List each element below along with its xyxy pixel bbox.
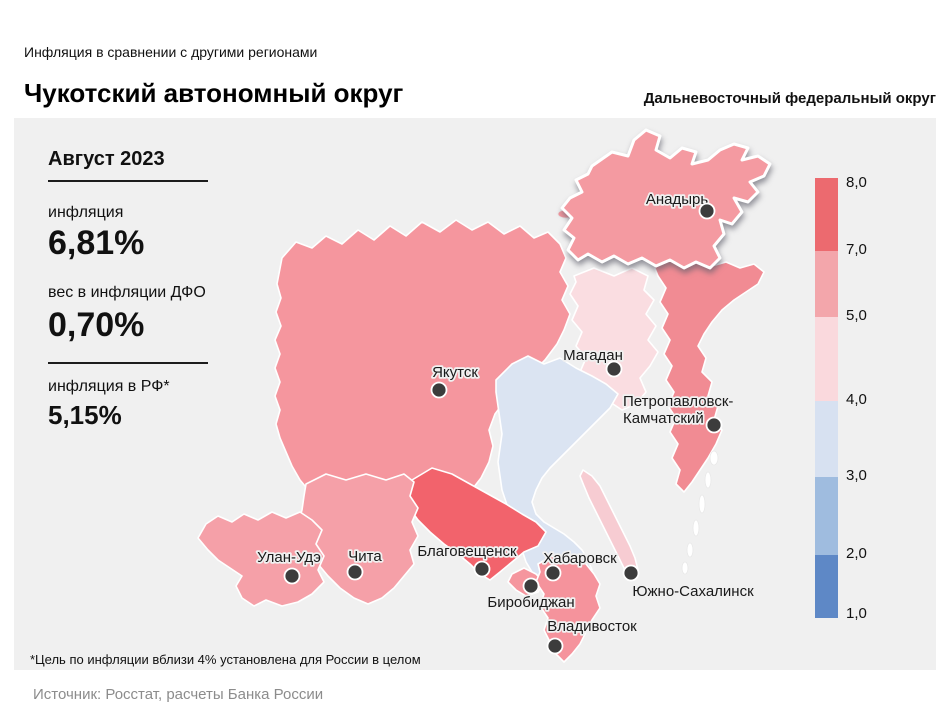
inflation-label: инфляция xyxy=(48,204,124,221)
legend-tick-2,0: 2,0 xyxy=(846,545,867,562)
city-dot-khabarovsk xyxy=(544,564,562,582)
city-label-yakutsk: Якутск xyxy=(432,364,478,381)
legend-segment-4 xyxy=(815,477,838,555)
weight-label: вес в инфляции ДФО xyxy=(48,284,206,301)
legend-tick-7,0: 7,0 xyxy=(846,241,867,258)
city-label-petropavlovsk-line1: Петропавловск- xyxy=(623,393,733,410)
legend-segment-5 xyxy=(815,555,838,618)
district-title: Дальневосточный федеральный округ xyxy=(643,90,936,107)
page-subtitle: Инфляция в сравнении с другими регионами xyxy=(24,44,318,60)
city-label-yuzhno-sakhalinsk: Южно-Сахалинск xyxy=(632,583,754,600)
city-dot-yakutsk xyxy=(430,381,448,399)
legend-tick-5,0: 5,0 xyxy=(846,307,867,324)
city-dot-vladivostok xyxy=(546,637,564,655)
map-panel: Анадырь Якутск Магадан Петропавловск- Ка… xyxy=(14,118,936,670)
city-markers: Анадырь Якутск Магадан Петропавловск- Ка… xyxy=(255,189,756,655)
legend-segment-2 xyxy=(815,317,838,401)
footnote: *Цель по инфляции вблизи 4% установлена … xyxy=(30,652,421,667)
legend-segment-3 xyxy=(815,401,838,477)
legend-segment-0 xyxy=(815,178,838,251)
city-dot-blagoveshchensk xyxy=(473,560,491,578)
region-chukotka-highlighted xyxy=(560,128,772,270)
region-kamchatka xyxy=(653,257,765,493)
legend-tick-4,0: 4,0 xyxy=(846,391,867,408)
legend-tick-1,0: 1,0 xyxy=(846,605,867,622)
legend-segment-1 xyxy=(815,251,838,317)
city-label-khabarovsk: Хабаровск xyxy=(543,550,617,567)
weight-value: 0,70% xyxy=(48,306,145,344)
city-label-birobidzhan: Биробиджан xyxy=(487,594,574,611)
city-label-petropavlovsk-line2: Камчатский xyxy=(623,410,704,427)
city-label-anadyr: Анадырь xyxy=(646,191,709,208)
city-dot-yuzhno-sakhalinsk xyxy=(622,564,640,582)
city-label-blagoveshchensk: Благовещенск xyxy=(417,543,517,560)
city-label-chita: Чита xyxy=(348,548,382,565)
city-dot-birobidzhan xyxy=(522,577,540,595)
city-label-ulan-ude: Улан-Удэ xyxy=(257,549,321,566)
choropleth-map: Анадырь Якутск Магадан Петропавловск- Ка… xyxy=(197,128,772,663)
city-label-magadan: Магадан xyxy=(563,347,623,364)
city-dot-magadan xyxy=(605,360,623,378)
legend-tick-3,0: 3,0 xyxy=(846,467,867,484)
region-magadan xyxy=(569,267,659,411)
rf-inflation-label: инфляция в РФ* xyxy=(48,378,170,395)
stats-period: Август 2023 xyxy=(48,148,165,170)
city-dot-petropavlovsk xyxy=(705,416,723,434)
page-title: Чукотский автономный округ xyxy=(24,78,404,108)
city-dot-chita xyxy=(346,563,364,581)
stats-divider-top xyxy=(48,180,208,182)
city-dot-anadyr xyxy=(698,202,716,220)
legend-tick-8,0: 8,0 xyxy=(846,174,867,191)
stats-divider-bottom xyxy=(48,362,208,364)
region-yakutia xyxy=(274,219,571,513)
rf-inflation-value: 5,15% xyxy=(48,400,122,430)
region-primorye xyxy=(535,555,601,663)
city-dot-ulan-ude xyxy=(283,567,301,585)
source-note: Источник: Росстат, расчеты Банка России xyxy=(33,686,324,703)
inflation-value: 6,81% xyxy=(48,224,145,262)
city-label-vladivostok: Владивосток xyxy=(547,618,637,635)
kuril-islands xyxy=(681,450,719,575)
region-amur xyxy=(403,467,547,581)
